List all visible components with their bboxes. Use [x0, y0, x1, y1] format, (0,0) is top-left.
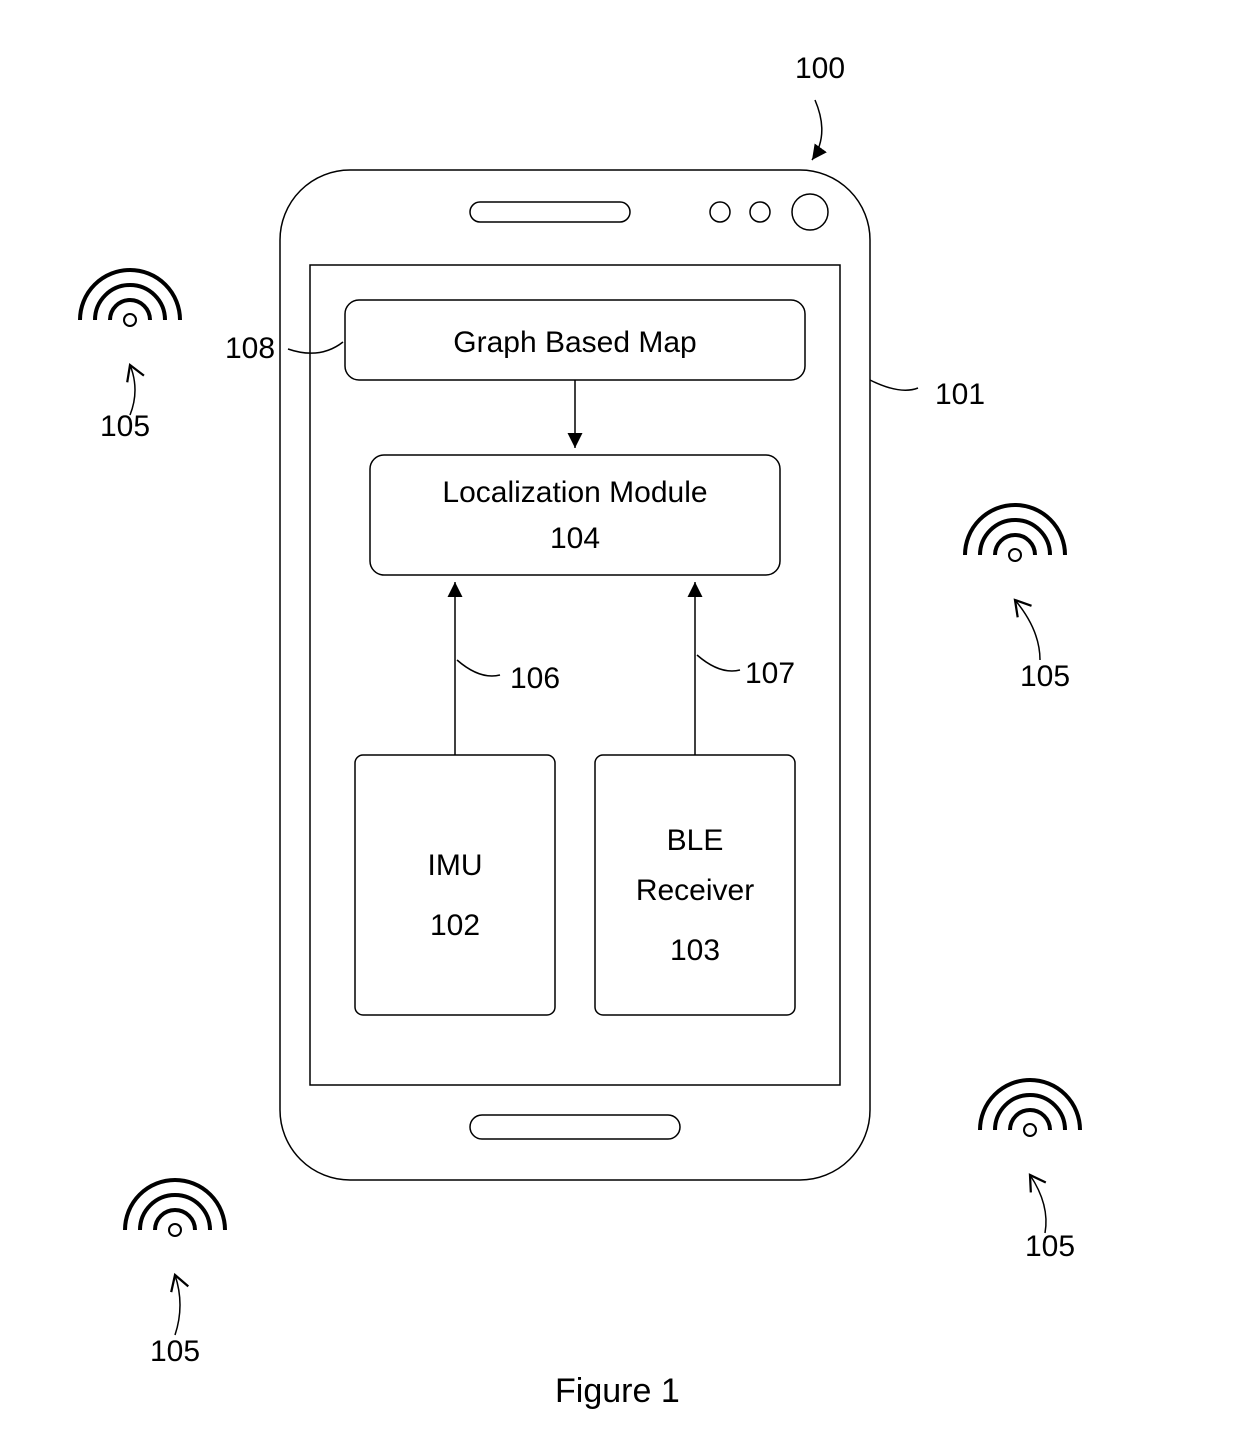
- callout-arrow-100: [812, 100, 822, 160]
- phone-camera: [792, 194, 828, 230]
- box-localization: [370, 455, 780, 575]
- box-localization-num: 104: [550, 522, 600, 555]
- beacon-label-105: 105: [100, 410, 150, 444]
- beacon-icon: [965, 505, 1065, 660]
- callout-curve-101: [870, 380, 918, 390]
- box-imu-num: 102: [430, 909, 480, 942]
- box-imu-label: IMU: [428, 849, 483, 882]
- figure-canvas: Graph Based Map Localization Module 104 …: [0, 0, 1240, 1431]
- beacon-label-105: 105: [1020, 660, 1070, 694]
- beacon-icon: [980, 1080, 1080, 1233]
- beacon-label-105: 105: [1025, 1230, 1075, 1264]
- phone-speaker: [470, 202, 630, 222]
- phone-sensor: [750, 202, 770, 222]
- callout-label-107: 107: [745, 657, 795, 691]
- phone-sensor: [710, 202, 730, 222]
- box-map-label: Graph Based Map: [453, 326, 696, 359]
- figure-caption: Figure 1: [555, 1372, 680, 1411]
- box-imu: [355, 755, 555, 1015]
- callout-label-101: 101: [935, 378, 985, 412]
- callout-label-106: 106: [510, 662, 560, 696]
- phone-home-button: [470, 1115, 680, 1139]
- beacon-label-105: 105: [150, 1335, 200, 1369]
- callout-label-100: 100: [795, 52, 845, 86]
- callout-label-108: 108: [225, 332, 275, 366]
- box-ble-num: 103: [670, 934, 720, 967]
- box-ble-label2: Receiver: [636, 874, 754, 907]
- callout-curve-107: [697, 655, 740, 671]
- beacon-icon: [80, 270, 180, 415]
- beacon-icon: [125, 1180, 225, 1335]
- diagram-svg: Graph Based Map Localization Module 104 …: [0, 0, 1240, 1431]
- callout-curve-106: [457, 660, 500, 676]
- box-localization-label: Localization Module: [442, 476, 707, 509]
- box-ble-label1: BLE: [667, 824, 724, 857]
- callout-curve-108: [288, 342, 343, 353]
